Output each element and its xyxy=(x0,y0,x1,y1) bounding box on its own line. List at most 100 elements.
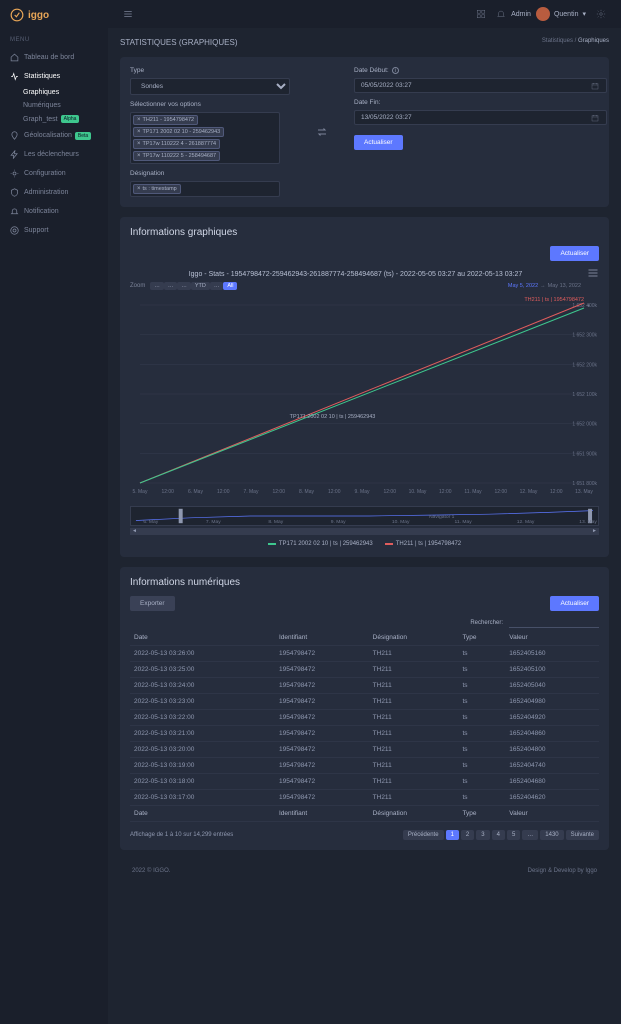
tag-remove-icon[interactable]: × xyxy=(137,186,141,192)
page-number[interactable]: … xyxy=(522,830,538,840)
table-row[interactable]: 2022-05-13 03:17:001954798472TH211ts1652… xyxy=(130,790,599,806)
life-buoy-icon xyxy=(10,226,19,235)
sidebar-item-statistiques[interactable]: Statistiques xyxy=(0,67,108,86)
grid-icon[interactable] xyxy=(476,9,486,19)
column-header[interactable]: Type xyxy=(458,630,505,646)
sidebar-item-label: Graph_test xyxy=(23,116,58,123)
menu-toggle-icon[interactable] xyxy=(123,9,133,19)
sidebar-subitem[interactable]: Numériques xyxy=(23,99,108,112)
info-icon[interactable]: i xyxy=(392,67,399,74)
zoom-range-from[interactable]: May 5, 2022 xyxy=(508,283,538,289)
sidebar-item-label: Administration xyxy=(24,189,68,196)
cell: 1954798472 xyxy=(275,726,369,742)
tag-remove-icon[interactable]: × xyxy=(137,117,141,123)
series-red xyxy=(140,303,584,483)
chart-menu-icon[interactable] xyxy=(587,267,599,279)
tag[interactable]: ×TP17w 110222 5 - 258494687 xyxy=(133,151,220,161)
page-number[interactable]: 1 xyxy=(446,830,459,840)
zoom-button[interactable]: … xyxy=(164,282,178,290)
chart-scrollbar[interactable]: ◄ ► xyxy=(130,528,599,535)
column-header[interactable]: Identifiant xyxy=(275,630,369,646)
tag[interactable]: ×TP17w 110222 4 - 261887774 xyxy=(133,139,220,149)
line-chart[interactable]: 1 652 400k1 652 300k1 652 200k1 652 100k… xyxy=(130,293,599,503)
designation-tags[interactable]: ×ts : timestamp xyxy=(130,181,280,197)
tag[interactable]: ×ts : timestamp xyxy=(133,184,181,194)
page-number[interactable]: 5 xyxy=(507,830,520,840)
sidebar-item-configuration[interactable]: Configuration xyxy=(0,164,108,183)
tag-remove-icon[interactable]: × xyxy=(137,153,141,159)
breadcrumb-item[interactable]: Statistiques xyxy=(542,38,573,44)
sidebar-subitem[interactable]: Graph_testAlpha xyxy=(23,112,108,126)
zoom-button[interactable]: YTD xyxy=(191,282,210,290)
user-menu[interactable]: Quentin ▾ xyxy=(536,7,586,21)
sidebar-item-label: Numériques xyxy=(23,102,61,109)
export-button[interactable]: Exporter xyxy=(130,596,175,611)
zoom-button[interactable]: All xyxy=(223,282,237,290)
bell-icon[interactable] xyxy=(496,9,506,19)
svg-text:6. May: 6. May xyxy=(143,519,159,525)
cell: 2022-05-13 03:21:00 xyxy=(130,726,275,742)
date-end-input[interactable] xyxy=(354,110,607,125)
cell: TH211 xyxy=(369,726,459,742)
zoom-button[interactable]: … xyxy=(150,282,164,290)
table-row[interactable]: 2022-05-13 03:20:001954798472TH211ts1652… xyxy=(130,742,599,758)
column-header[interactable]: Date xyxy=(130,630,275,646)
table-row[interactable]: 2022-05-13 03:24:001954798472TH211ts1652… xyxy=(130,678,599,694)
cell: 2022-05-13 03:25:00 xyxy=(130,662,275,678)
cell: 1954798472 xyxy=(275,710,369,726)
table-row[interactable]: 2022-05-13 03:22:001954798472TH211ts1652… xyxy=(130,710,599,726)
legend-item[interactable]: TH211 | ts | 1954798472 xyxy=(385,541,461,547)
settings-icon xyxy=(10,169,19,178)
zoom-range-to[interactable]: May 13, 2022 xyxy=(548,283,581,289)
gear-icon[interactable] xyxy=(596,9,606,19)
pagination: Précédente12345…1430Suivante xyxy=(403,830,599,840)
sidebar-item-administration[interactable]: Administration xyxy=(0,183,108,202)
sidebar-item-support[interactable]: Support xyxy=(0,221,108,240)
sidebar-subitem[interactable]: Graphiques xyxy=(23,86,108,99)
sidebar-item-tableau-de-bord[interactable]: Tableau de bord xyxy=(0,48,108,67)
options-tags[interactable]: ×TH211 - 1954798472 ×TP171 2002 02 10 - 2… xyxy=(130,112,280,164)
tag[interactable]: ×TP171 2002 02 10 - 259462943 xyxy=(133,127,224,137)
cell: ts xyxy=(458,758,505,774)
sidebar-item-notification[interactable]: Notification xyxy=(0,202,108,221)
filter-submit-button[interactable]: Actualiser xyxy=(354,135,403,150)
zoom-button[interactable]: … xyxy=(177,282,191,290)
table-row[interactable]: 2022-05-13 03:19:001954798472TH211ts1652… xyxy=(130,758,599,774)
cell: 1652404680 xyxy=(505,774,599,790)
tag[interactable]: ×TH211 - 1954798472 xyxy=(133,115,198,125)
search-input[interactable] xyxy=(509,617,599,628)
column-header[interactable]: Valeur xyxy=(505,630,599,646)
cell: 2022-05-13 03:22:00 xyxy=(130,710,275,726)
page-number[interactable]: 1430 xyxy=(540,830,563,840)
zoom-button[interactable]: … xyxy=(210,282,224,290)
logo[interactable]: iggo xyxy=(0,8,108,32)
sidebar-item-géolocalisation[interactable]: GéolocalisationBeta xyxy=(0,126,108,145)
page-number[interactable]: 4 xyxy=(492,830,505,840)
svg-text:8. May: 8. May xyxy=(299,489,314,495)
cell: TH211 xyxy=(369,646,459,662)
tag-remove-icon[interactable]: × xyxy=(137,141,141,147)
sidebar-item-les-déclencheurs[interactable]: Les déclencheurs xyxy=(0,145,108,164)
page-next[interactable]: Suivante xyxy=(566,830,599,840)
legend-item[interactable]: TP171 2002 02 10 | ts | 259462943 xyxy=(268,541,373,547)
page-number[interactable]: 3 xyxy=(476,830,489,840)
sidebar-item-label: Les déclencheurs xyxy=(24,151,79,158)
chart-navigator[interactable]: Navigator 1 6. May7. May8. May9. May10. … xyxy=(130,506,599,526)
table-row[interactable]: 2022-05-13 03:23:001954798472TH211ts1652… xyxy=(130,694,599,710)
table-row[interactable]: 2022-05-13 03:26:001954798472TH211ts1652… xyxy=(130,646,599,662)
table-refresh-button[interactable]: Actualiser xyxy=(550,596,599,611)
table-row[interactable]: 2022-05-13 03:18:001954798472TH211ts1652… xyxy=(130,774,599,790)
table-row[interactable]: 2022-05-13 03:21:001954798472TH211ts1652… xyxy=(130,726,599,742)
column-header[interactable]: Désignation xyxy=(369,630,459,646)
nav: Tableau de bordStatistiquesGraphiques Num… xyxy=(0,48,108,240)
tag-remove-icon[interactable]: × xyxy=(137,129,141,135)
date-start-input[interactable] xyxy=(354,78,607,93)
page-number[interactable]: 2 xyxy=(461,830,474,840)
cell: 1954798472 xyxy=(275,758,369,774)
nav-handle-left[interactable] xyxy=(179,509,183,523)
page-prev[interactable]: Précédente xyxy=(403,830,444,840)
transfer-icon[interactable] xyxy=(316,126,328,138)
chart-refresh-button[interactable]: Actualiser xyxy=(550,246,599,261)
type-select[interactable]: Sondes xyxy=(130,78,290,95)
table-row[interactable]: 2022-05-13 03:25:001954798472TH211ts1652… xyxy=(130,662,599,678)
